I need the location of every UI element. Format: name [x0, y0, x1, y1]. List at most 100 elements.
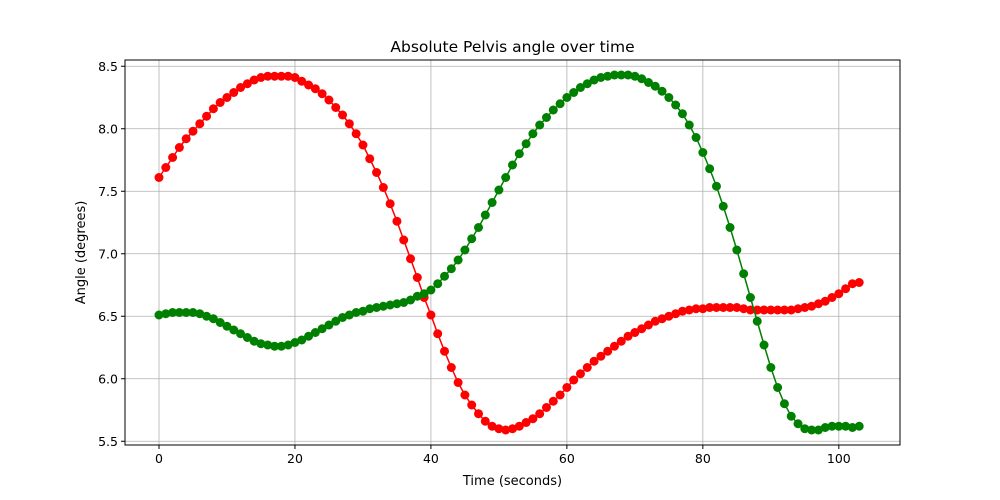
data-point: [793, 304, 803, 314]
chart-title: Absolute Pelvis angle over time: [390, 38, 634, 56]
data-point: [365, 304, 375, 314]
data-point: [446, 363, 456, 372]
data-point: [426, 285, 436, 295]
data-point: [854, 278, 864, 287]
data-point: [800, 424, 810, 434]
data-point: [589, 356, 599, 366]
data-point: [174, 143, 184, 152]
data-point: [168, 308, 178, 317]
data-point: [521, 418, 531, 427]
data-point: [487, 421, 497, 431]
data-point: [779, 305, 789, 315]
data-point: [508, 160, 517, 170]
y-tick-label: 7.5: [98, 184, 118, 199]
data-point: [208, 104, 218, 114]
data-point: [440, 271, 450, 281]
data-point: [528, 129, 538, 139]
data-point: [236, 329, 246, 339]
data-point: [847, 423, 857, 432]
data-point: [779, 399, 789, 409]
data-point: [752, 316, 762, 326]
data-point: [188, 308, 198, 317]
data-point: [623, 331, 633, 341]
data-point: [242, 79, 252, 89]
data-point: [317, 89, 327, 99]
data-point: [677, 306, 687, 316]
data-point: [338, 313, 348, 322]
data-point: [168, 153, 178, 162]
data-point: [290, 338, 300, 347]
data-point: [249, 75, 259, 85]
data-point: [521, 139, 531, 149]
data-point: [732, 303, 742, 312]
data-point: [813, 425, 823, 435]
data-point: [161, 163, 171, 172]
data-point: [399, 235, 409, 245]
data-point: [419, 289, 429, 299]
data-point: [759, 305, 769, 315]
data-point: [385, 199, 395, 209]
data-point: [739, 304, 749, 314]
data-point: [548, 105, 558, 115]
y-tick-label: 8.5: [98, 59, 118, 74]
data-point: [215, 318, 225, 327]
x-tick-label: 100: [827, 451, 851, 466]
y-axis-label: Angle (degrees): [74, 201, 89, 305]
grid-lines: [125, 60, 900, 445]
data-point: [446, 264, 456, 274]
data-point: [643, 320, 653, 330]
data-point: [474, 409, 484, 419]
data-point: [351, 308, 361, 317]
data-point: [630, 328, 640, 337]
data-point: [256, 339, 266, 349]
data-point: [480, 416, 490, 426]
data-point: [616, 70, 626, 80]
data-point: [229, 325, 239, 335]
data-point: [358, 140, 368, 150]
data-point: [725, 223, 735, 232]
data-point: [222, 93, 232, 102]
y-tick-label: 7.0: [98, 246, 118, 261]
x-tick-label: 20: [287, 451, 303, 466]
data-point: [813, 299, 823, 309]
data-point: [841, 421, 851, 431]
data-point: [304, 331, 314, 341]
data-point: [541, 113, 551, 122]
data-point: [841, 284, 851, 294]
data-point: [732, 245, 742, 255]
y-tick-label: 8.0: [98, 121, 118, 136]
data-point: [467, 234, 477, 244]
data-point: [174, 308, 184, 317]
data-point: [705, 303, 715, 312]
data-point: [691, 133, 701, 142]
data-point: [406, 295, 416, 305]
data-point: [725, 303, 735, 312]
data-point: [759, 340, 769, 350]
data-point: [399, 298, 409, 307]
data-point: [827, 421, 837, 431]
data-point: [276, 341, 286, 351]
data-point: [711, 181, 721, 191]
data-point: [372, 168, 382, 177]
series-1: [154, 71, 864, 435]
data-point: [270, 341, 280, 351]
data-point: [494, 185, 504, 195]
data-point: [766, 305, 776, 315]
data-point: [460, 390, 470, 400]
data-point: [643, 78, 653, 87]
data-point: [161, 309, 171, 319]
data-point: [535, 409, 545, 419]
data-point: [215, 98, 225, 107]
data-point: [440, 346, 450, 356]
y-tick-label: 5.5: [98, 434, 118, 449]
data-point: [304, 80, 314, 90]
data-point: [426, 310, 436, 320]
plot-frame: [124, 59, 901, 446]
data-point: [412, 273, 422, 282]
data-point: [480, 210, 490, 220]
data-point: [569, 375, 579, 385]
data-point: [671, 309, 681, 319]
data-point: [338, 110, 348, 120]
data-point: [195, 309, 205, 319]
